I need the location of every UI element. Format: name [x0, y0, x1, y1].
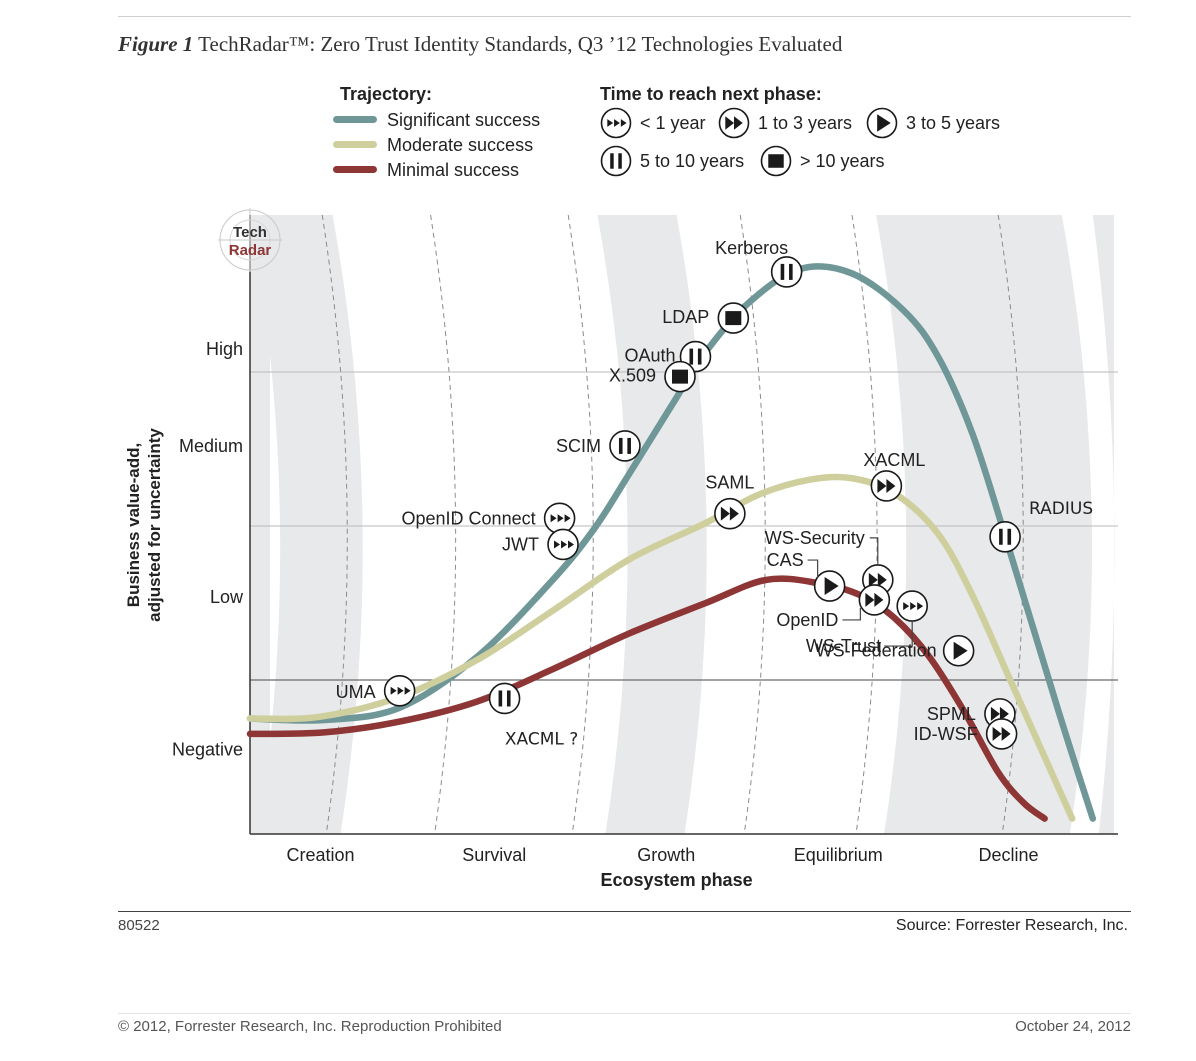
y-axis-title: Business value-add, adjusted for uncertai… [124, 428, 164, 622]
marker-jwt [547, 528, 579, 561]
triple-arrow-icon [600, 107, 632, 139]
y-tick-label: Negative [172, 739, 243, 759]
figure-title-text: TechRadar™: Zero Trust Identity Standard… [198, 32, 843, 56]
y-tick-label: Low [210, 587, 244, 607]
phase-divider [997, 214, 1024, 835]
label-kerberos: Kerberos [715, 238, 788, 258]
phase-band [1092, 215, 1115, 834]
legend-time-5to10: 5 to 10 years [640, 151, 745, 171]
swatch-significant [333, 116, 377, 123]
top-rule [118, 16, 1131, 17]
marker-scim [609, 430, 641, 462]
footer-rule [118, 1013, 1131, 1014]
legend-time-1to3: 1 to 3 years [758, 113, 853, 133]
pause-icon [600, 145, 632, 177]
copyright: © 2012, Forrester Research, Inc. Reprodu… [118, 1018, 502, 1035]
x-axis-title: Ecosystem phase [601, 870, 753, 890]
marker-openid [858, 584, 891, 616]
leader-line [842, 607, 861, 621]
marker-x-509 [664, 360, 696, 393]
logo-radar: Radar [229, 242, 272, 259]
x-tick-label: Growth [637, 845, 695, 865]
label-scim: SCIM [556, 436, 601, 456]
y-tick-label: Medium [179, 436, 243, 456]
figure-id: 80522 [118, 917, 160, 934]
phase-band-edge [250, 215, 270, 834]
figure-title: Figure 1 TechRadar™: Zero Trust Identity… [118, 32, 842, 57]
label-uma: UMA [336, 682, 376, 702]
marker-ldap [717, 302, 750, 334]
label-xacml: XACML ? [505, 729, 578, 749]
marker-radius [989, 520, 1021, 553]
marker-openid-connect [543, 502, 576, 535]
phase-divider [430, 214, 457, 835]
marker-cas [813, 570, 846, 602]
label-xacml: XACML [863, 450, 925, 470]
phase-divider [321, 214, 348, 835]
legend-time-lt1: < 1 year [640, 113, 706, 133]
play-icon [866, 107, 898, 139]
marker-xacml [488, 682, 521, 715]
label-id-wsf: ID-WSF [914, 724, 978, 744]
swatch-moderate [333, 141, 377, 148]
stop-icon [760, 145, 792, 177]
label-openid: OpenID [776, 610, 838, 630]
label-oauth: OAuth [624, 346, 675, 366]
y-tick-label: High [206, 339, 243, 359]
legend-time-3to5: 3 to 5 years [906, 113, 1001, 133]
phase-divider [739, 214, 766, 835]
marker-ws-federation [942, 634, 975, 667]
marker-saml [714, 497, 746, 530]
figure-label: Figure 1 [118, 32, 194, 56]
leader-line [884, 621, 913, 647]
publication-date: October 24, 2012 [1015, 1018, 1131, 1035]
label-cas: CAS [767, 550, 804, 570]
technology-markers [383, 256, 1021, 750]
marker-kerberos [770, 256, 803, 288]
trajectory-legend-title: Trajectory: [340, 84, 433, 104]
x-tick-label: Creation [286, 845, 354, 865]
double-arrow-icon [718, 107, 750, 139]
phase-band [250, 215, 363, 834]
trajectory-moderate [246, 473, 1076, 822]
label-openid-connect: OpenID Connect [402, 508, 536, 528]
leader-line [807, 559, 819, 579]
x-tick-label: Survival [462, 845, 526, 865]
label-ldap: LDAP [662, 307, 709, 327]
marker-ws-trust [896, 590, 929, 622]
x-tick-label: Equilibrium [794, 845, 883, 865]
label-ws-trust: WS-Trust [806, 636, 881, 656]
label-spml: SPML [927, 704, 976, 724]
chart-labels: High Medium Low Negative Creation Survival Gro… [124, 208, 1093, 890]
bottom-rule [118, 911, 1131, 912]
logo-tech: Tech [233, 224, 267, 241]
label-ws-federation: WS-Federation [816, 641, 937, 661]
source-note: Source: Forrester Research, Inc. [895, 917, 1128, 934]
legend-minimal: Minimal success [387, 160, 520, 180]
time-legend-title: Time to reach next phase: [600, 84, 822, 104]
label-radius: RADIUS [1029, 499, 1093, 519]
marker-uma [383, 674, 416, 707]
legend-significant: Significant success [387, 110, 541, 130]
techradar-logo: TechRadar [218, 208, 282, 272]
legend-time-gt10: > 10 years [800, 151, 885, 171]
leader-line [869, 537, 879, 564]
label-ws-security: WS-Security [765, 528, 865, 548]
phase-bands [250, 214, 1115, 835]
trajectory-minimal [246, 575, 1048, 822]
label-x-509: X.509 [609, 366, 656, 386]
x-tick-label: Decline [979, 845, 1039, 865]
label-jwt: JWT [502, 534, 539, 554]
marker-id-wsf [985, 718, 1018, 750]
phase-divider [851, 214, 878, 835]
swatch-minimal [333, 166, 377, 173]
phase-divider [567, 214, 594, 835]
phase-band [876, 215, 1092, 834]
marker-xacml [870, 470, 903, 502]
label-saml: SAML [705, 473, 754, 493]
legend-moderate: Moderate success [387, 135, 534, 155]
